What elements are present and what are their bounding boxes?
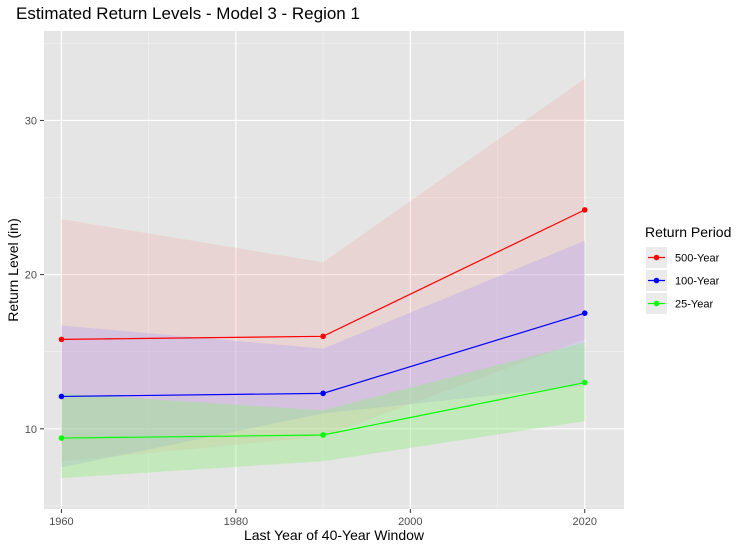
data-point — [58, 435, 65, 441]
data-point — [581, 207, 588, 213]
x-tick-label: 2020 — [573, 516, 597, 528]
data-point — [320, 390, 326, 397]
grid — [44, 31, 624, 509]
data-point — [581, 310, 588, 316]
data-point — [58, 393, 65, 400]
legend-key-point — [653, 277, 660, 284]
confidence-band — [61, 78, 585, 462]
axes: 1960 1980 2000 2020 10 20 30 — [25, 115, 597, 528]
data-point — [320, 333, 326, 340]
y-tick-label: 30 — [25, 115, 37, 127]
x-tick-label: 1960 — [49, 516, 73, 528]
y-tick-label: 10 — [25, 424, 37, 436]
legend-item: 25-Year — [646, 293, 713, 314]
confidence-bands — [61, 78, 585, 479]
x-tick-label: 2000 — [398, 516, 422, 528]
legend: Return Period 500-Year 100-Year 25-Year — [645, 224, 731, 314]
data-point — [581, 379, 588, 386]
legend-key-point — [653, 300, 660, 307]
x-tick-label: 1980 — [224, 516, 248, 528]
data-point — [58, 336, 65, 343]
legend-item: 500-Year — [646, 247, 720, 268]
legend-label: 500-Year — [675, 253, 720, 265]
x-axis-title: Last Year of 40-Year Window — [244, 527, 425, 543]
legend-title: Return Period — [645, 224, 731, 240]
y-axis-title: Return Level (in) — [5, 218, 21, 322]
confidence-band — [61, 342, 585, 479]
y-tick-label: 20 — [25, 270, 37, 282]
legend-label: 25-Year — [675, 299, 713, 311]
data-point — [320, 432, 326, 438]
legend-label: 100-Year — [675, 276, 720, 288]
chart-title: Estimated Return Levels - Model 3 - Regi… — [16, 4, 360, 23]
legend-key-point — [653, 254, 660, 261]
confidence-band — [61, 240, 585, 468]
data-points — [58, 207, 588, 441]
legend-item: 100-Year — [646, 270, 720, 291]
